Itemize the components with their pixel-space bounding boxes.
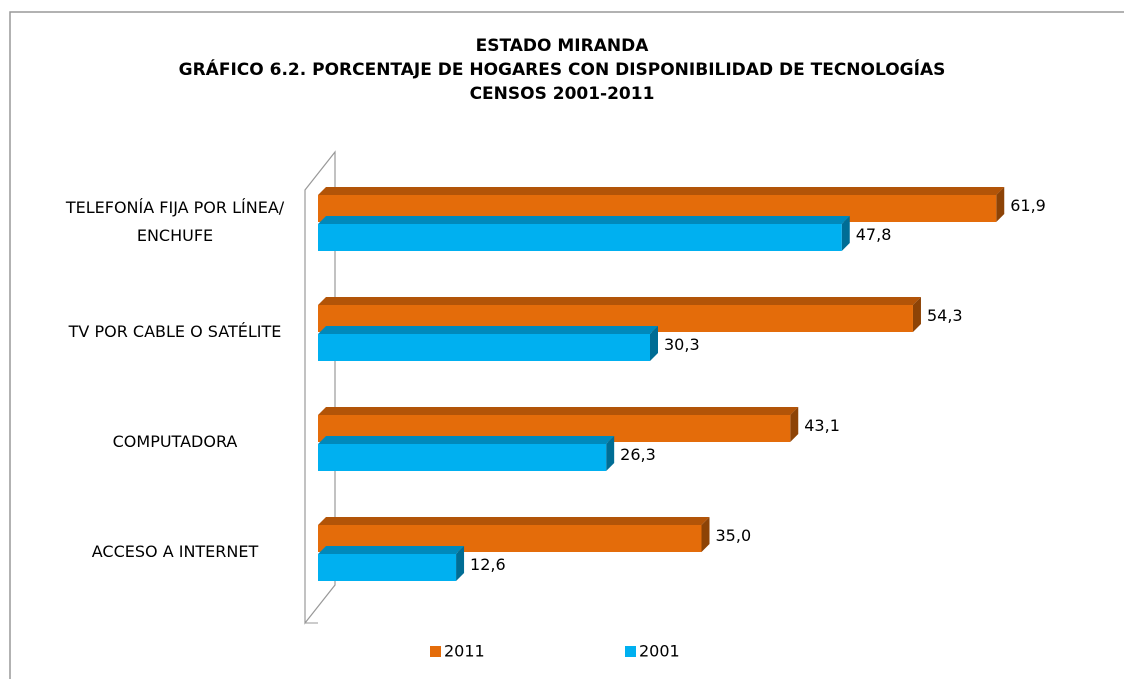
bar [318, 216, 850, 251]
data-label: 61,9 [1010, 196, 1046, 215]
bar-end [456, 546, 465, 581]
data-label: 54,3 [927, 306, 963, 325]
legend-swatch [430, 646, 441, 657]
y-tick-label: ACCESO A INTERNET [91, 542, 259, 561]
bar-front [318, 334, 651, 361]
bar-end [650, 326, 659, 361]
y-tick-label: TELEFONÍA FIJA POR LÍNEA/ ENCHUFE [65, 198, 285, 245]
chart-title: ESTADO MIRANDA GRÁFICO 6.2. PORCENTAJE DE… [147, 34, 977, 106]
data-label: 43,1 [804, 416, 840, 435]
bar [318, 326, 659, 361]
bar-top [318, 436, 615, 444]
bar-top [318, 297, 921, 305]
bar-top [318, 517, 710, 525]
title-line: GRÁFICO 6.2. PORCENTAJE DE HOGARES CON D… [178, 60, 946, 80]
bar-top [318, 546, 465, 554]
bar [318, 436, 615, 471]
bar-front [318, 224, 842, 251]
data-label: 12,6 [470, 555, 506, 574]
bar-front [318, 554, 457, 581]
frame [9, 11, 1124, 679]
bar-top [318, 216, 850, 224]
bar-front [318, 444, 607, 471]
legend-label: 2011 [444, 642, 485, 661]
legend-swatch [625, 646, 636, 657]
data-label: 47,8 [856, 225, 892, 244]
bar-top [318, 407, 799, 415]
bar-top [318, 326, 659, 334]
bar-end [701, 517, 710, 552]
title-line: CENSOS 2001-2011 [469, 84, 655, 104]
wall [304, 150, 336, 625]
bar-end [912, 297, 921, 332]
data-label: 35,0 [716, 526, 752, 545]
bar-end [790, 407, 799, 442]
y-tick-label: TV POR CABLE O SATÉLITE [68, 322, 282, 341]
bar [318, 546, 465, 581]
data-label: 30,3 [664, 335, 700, 354]
bar-end [841, 216, 850, 251]
bar-top [318, 187, 1005, 195]
y-tick-label: COMPUTADORA [112, 432, 238, 451]
data-label: 26,3 [620, 445, 656, 464]
legend-label: 2001 [639, 642, 680, 661]
bar-end [606, 436, 615, 471]
title-line: ESTADO MIRANDA [475, 36, 649, 56]
bar-end [996, 187, 1005, 222]
